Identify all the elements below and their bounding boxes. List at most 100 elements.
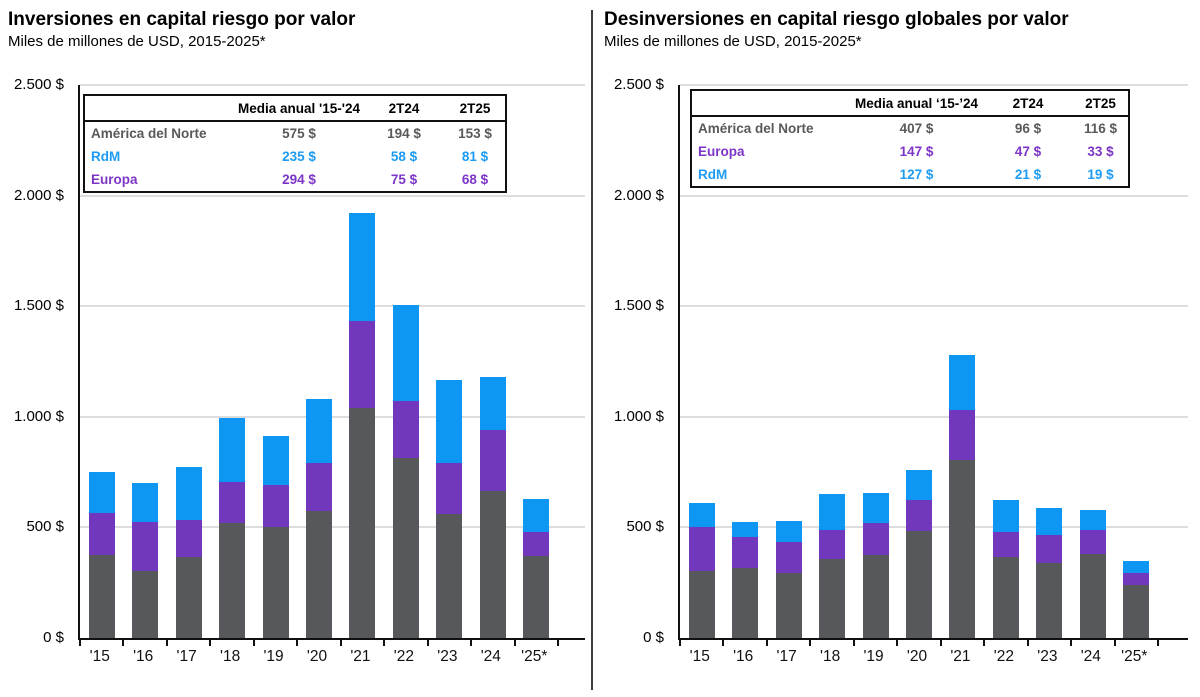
bar-segment [862, 493, 889, 523]
stacked-bar-22 [992, 85, 1019, 638]
chart-area: 0 $ 500 $ 1.000 $ 1.500 $ 2.000 $ 2.500 $ '15… [8, 52, 588, 697]
stacked-bar-23 [436, 85, 463, 638]
bar-segment [1123, 572, 1150, 585]
category-slot [941, 85, 984, 638]
y-tick-label: 1.000 $ [13, 407, 64, 425]
bars-container [679, 85, 1159, 646]
bar-segment [819, 559, 846, 638]
stacked-bar-25 [523, 85, 550, 638]
x-tick-label: '15 [689, 648, 710, 665]
stacked-bar-19 [862, 85, 889, 638]
summary-table: Media anual ‘15-’24 2T24 2T25 América del N… [690, 89, 1130, 188]
category-slot [341, 85, 384, 638]
x-tick-label: '23 [1037, 648, 1058, 665]
x-tick-label: '17 [776, 648, 797, 665]
x-axis-tick [470, 639, 473, 646]
category-slot [80, 85, 123, 638]
bar-segment [992, 557, 1019, 638]
category-slot [854, 85, 897, 638]
x-tick-label: '24 [480, 648, 501, 665]
category-slot [123, 85, 166, 638]
panel-divider-line [591, 10, 593, 690]
x-tick-label: '24 [1080, 648, 1101, 665]
bar-segment [132, 570, 159, 638]
bar-segment [349, 320, 376, 408]
x-axis-tick [939, 639, 942, 646]
stacked-bar-21 [949, 85, 976, 638]
bar-segment [862, 523, 889, 556]
bar-segment [349, 213, 376, 321]
stacked-bar-15 [88, 85, 115, 638]
bar-segment [175, 519, 202, 558]
stacked-bar-16 [132, 85, 159, 638]
x-axis-tick [426, 639, 429, 646]
category-slot [680, 85, 723, 638]
bars-container [79, 85, 559, 646]
table-value-cell: 47 $ [1014, 144, 1042, 159]
bar-segment [132, 483, 159, 522]
table-value-cell: 407 $ [899, 121, 934, 136]
table-header-cell: Media anual ‘15-’24 [854, 95, 979, 111]
x-axis-tick [1113, 639, 1116, 646]
table-header-cell: 2T24 [388, 100, 420, 116]
x-tick-label: '19 [863, 648, 884, 665]
table-value-cell: 58 $ [390, 149, 418, 164]
y-tick-label: 2.500 $ [613, 76, 664, 93]
bar-segment [1079, 553, 1106, 638]
x-axis-tick [383, 639, 386, 646]
plot-area [78, 84, 585, 646]
stacked-bar-18 [819, 85, 846, 638]
x-tick-label: '16 [733, 648, 754, 665]
category-slot [1071, 85, 1114, 638]
bar-segment [392, 305, 419, 402]
x-tick-label: '20 [306, 648, 328, 665]
y-tick-label: 1.500 $ [13, 297, 64, 315]
gridline [80, 305, 585, 308]
x-tick-label: '21 [350, 648, 371, 665]
bar-segment [523, 498, 550, 532]
bar-segment [949, 354, 976, 411]
stacked-bar-24 [479, 85, 506, 638]
x-tick-label: '21 [950, 648, 971, 665]
y-tick-label: 500 $ [26, 518, 64, 536]
bar-segment [775, 572, 802, 638]
y-tick-label: 1.500 $ [613, 297, 664, 315]
x-tick-label: '25* [1121, 648, 1148, 665]
bar-segment [905, 499, 932, 531]
bar-segment [262, 435, 289, 486]
bar-segment [819, 494, 846, 530]
x-tick-label: '23 [437, 648, 458, 665]
bar-segment [479, 377, 506, 431]
x-axis-tick [209, 639, 212, 646]
y-axis-labels: 0 $ 500 $ 1.000 $ 1.500 $ 2.000 $ 2.500 $ [604, 77, 670, 646]
table-header-cell: 2T25 [1085, 95, 1116, 111]
bar-segment [819, 529, 846, 560]
stacked-bar-19 [262, 85, 289, 638]
bar-segment [688, 527, 715, 571]
x-axis-tick [513, 639, 516, 646]
bar-segment [175, 466, 202, 520]
x-axis-tick [679, 639, 681, 646]
bar-segment [436, 380, 463, 464]
table-row: Europa 294 $ 75 $ 68 $ [85, 168, 505, 191]
category-slot [428, 85, 471, 638]
table-header-row: Media anual ‘15-’24 2T24 2T25 [692, 91, 1128, 117]
x-axis-tick [1070, 639, 1073, 646]
table-value-cell: 81 $ [461, 149, 489, 164]
bar-segment [688, 570, 715, 638]
bar-segment [479, 430, 506, 491]
table-header-cell: 2T24 [1012, 95, 1044, 111]
table-row-label: Europa [91, 172, 138, 187]
stacked-bar-15 [688, 85, 715, 638]
bar-segment [88, 555, 115, 638]
category-slot [984, 85, 1027, 638]
bar-segment [219, 417, 246, 483]
stacked-bar-25 [1123, 85, 1150, 638]
y-tick-label: 500 $ [626, 518, 664, 536]
bar-segment [732, 537, 759, 569]
table-row: RdM 235 $ 58 $ 81 $ [85, 145, 505, 168]
stacked-bar-24 [1079, 85, 1106, 638]
bar-segment [992, 499, 1019, 532]
gridline [680, 305, 1188, 308]
stacked-bar-17 [775, 85, 802, 638]
